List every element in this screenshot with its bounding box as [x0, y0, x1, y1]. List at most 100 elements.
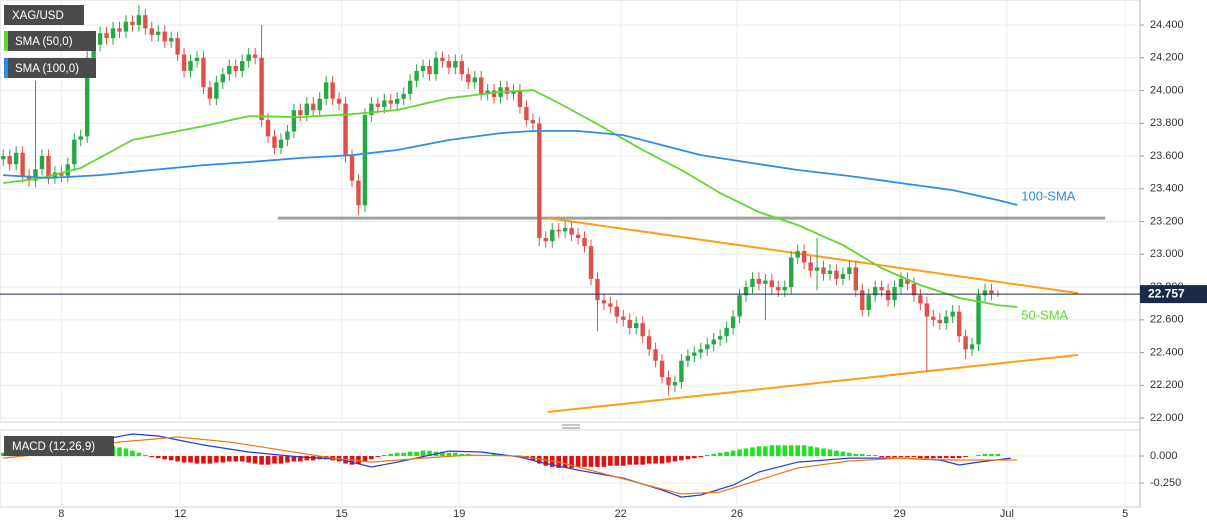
- candle-body: [853, 267, 859, 291]
- macd-histogram-bar: [188, 456, 193, 463]
- candle-body: [956, 311, 962, 337]
- macd-histogram-bar: [879, 456, 884, 458]
- candle-body: [666, 377, 671, 386]
- candle-body: [808, 262, 813, 271]
- macd-histogram-bar: [272, 456, 277, 464]
- candle-body: [72, 139, 77, 165]
- candle-body: [504, 87, 510, 94]
- candle-body: [317, 98, 322, 111]
- candle-body: [937, 319, 942, 324]
- candle-body: [911, 283, 917, 296]
- candle-body: [834, 270, 839, 279]
- candle-body: [898, 278, 904, 288]
- candle-body: [717, 336, 723, 340]
- candle-body: [724, 328, 729, 337]
- macd-histogram-bar: [847, 452, 852, 457]
- candle-body: [272, 136, 277, 148]
- macd-histogram-bar: [653, 456, 658, 464]
- macd-histogram-bar: [181, 456, 187, 463]
- candle-body: [181, 54, 187, 71]
- candle-body: [459, 61, 465, 75]
- x-tick-label: 8: [58, 508, 64, 520]
- macd-histogram-bar: [756, 446, 762, 457]
- macd-histogram-bar: [407, 451, 413, 457]
- macd-histogram-bar: [982, 453, 988, 457]
- y-tick-label: 24.200: [1150, 52, 1184, 64]
- candle-body: [168, 38, 174, 42]
- macd-histogram-bar: [388, 453, 394, 457]
- macd-histogram-bar: [769, 445, 775, 457]
- price-panel: [0, 0, 1141, 423]
- candle-body: [569, 228, 574, 235]
- candle-body: [776, 287, 781, 291]
- candle-body: [847, 267, 852, 274]
- candle-body: [562, 228, 568, 232]
- candle-body: [97, 33, 103, 45]
- macd-histogram-bar: [963, 456, 968, 458]
- x-tick-label: 26: [731, 508, 743, 520]
- y-tick-label: 23.200: [1150, 215, 1184, 227]
- candle-body: [679, 360, 684, 383]
- macd-histogram-bar: [569, 456, 574, 468]
- macd-histogram-bar: [795, 445, 800, 457]
- y-tick-label: 0.000: [1150, 450, 1178, 462]
- candle-body: [46, 156, 51, 178]
- candle-body: [382, 100, 387, 107]
- candle-body: [550, 229, 555, 242]
- macd-histogram-bar: [724, 451, 729, 457]
- candle-body: [821, 267, 826, 274]
- macd-histogram-bar: [304, 456, 310, 461]
- x-tick-label: 19: [453, 508, 465, 520]
- x-tick-label: 15: [336, 508, 348, 520]
- macd-histogram-bar: [446, 452, 452, 457]
- candle-body: [33, 169, 38, 181]
- macd-histogram-bar: [356, 456, 361, 464]
- y-tick-label: 22.400: [1150, 346, 1184, 358]
- macd-line: [3, 436, 1018, 495]
- trendline: [547, 354, 1079, 413]
- macd-histogram-bar: [685, 456, 691, 460]
- candle-body: [395, 98, 400, 104]
- macd-histogram-bar: [885, 456, 891, 458]
- macd-histogram-bar: [821, 448, 826, 457]
- macd-histogram-bar: [905, 456, 910, 458]
- candle-body: [1, 156, 6, 160]
- macd-histogram-bar: [285, 456, 290, 463]
- candle-body: [117, 28, 122, 32]
- macd-histogram-bar: [763, 446, 768, 457]
- macd-histogram-bar: [853, 453, 859, 457]
- macd-histogram-bar: [692, 456, 697, 459]
- candle-body: [866, 295, 871, 310]
- macd-histogram-bar: [737, 449, 742, 457]
- candle-body: [614, 306, 620, 317]
- candle-body: [414, 70, 419, 81]
- candle-body: [905, 278, 910, 284]
- candle-body: [730, 316, 736, 329]
- legend-swatch: [4, 58, 8, 78]
- macd-histogram-bar: [420, 450, 426, 457]
- macd-histogram-bar: [233, 456, 239, 462]
- candle-body: [388, 100, 393, 104]
- candle-body: [104, 33, 109, 39]
- macd-histogram-bar: [659, 456, 665, 464]
- sma-line: [3, 130, 1018, 206]
- candle-body: [336, 98, 342, 104]
- candle-body: [672, 382, 678, 386]
- macd-histogram-bar: [207, 456, 213, 464]
- candle-body: [130, 21, 135, 26]
- candle-body: [530, 120, 536, 124]
- legend: XAG/USD SMA (50,0) SMA (100,0) MACD (12,…: [4, 5, 114, 456]
- candle-body: [885, 290, 891, 301]
- grid: [0, 0, 1140, 507]
- macd-histogram-bar: [265, 456, 271, 465]
- macd-histogram-bar: [801, 445, 807, 457]
- candle-body: [278, 139, 284, 148]
- legend-box: [4, 31, 96, 51]
- macd-histogram-bar: [782, 445, 788, 457]
- y-tick-label: -0.250: [1150, 477, 1181, 489]
- candle-body: [595, 278, 600, 301]
- macd-histogram-bar: [808, 446, 813, 457]
- candle-body: [537, 123, 542, 238]
- candle-body: [240, 61, 245, 71]
- macd-histogram-bar: [220, 456, 226, 463]
